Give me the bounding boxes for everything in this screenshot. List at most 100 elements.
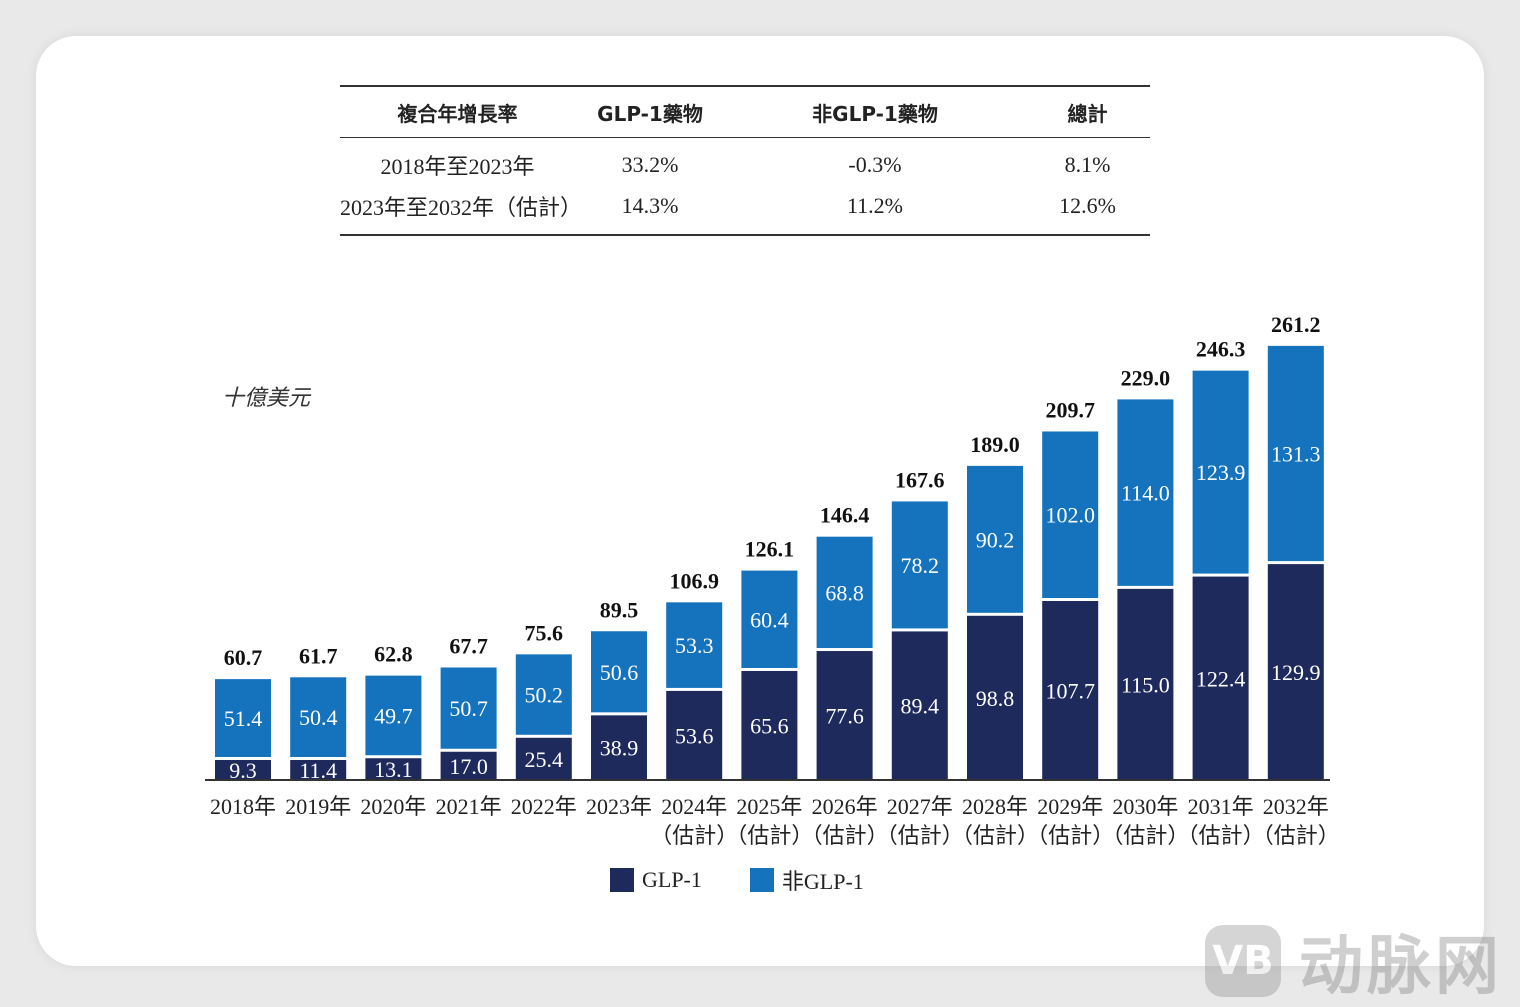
- table-cell: 2023年至2032年（估計）: [340, 194, 583, 220]
- data-label-non-glp1: 50.6: [600, 660, 639, 685]
- bar-segment-glp1: [1267, 564, 1324, 780]
- bar-segment-glp1: [967, 615, 1023, 780]
- x-tick-sublabel: （估計）: [725, 823, 813, 848]
- table-cell: 33.2%: [621, 151, 679, 177]
- x-tick-label: 2023年: [586, 794, 652, 819]
- x-tick-label: 2020年: [360, 794, 426, 819]
- bar-segment-glp1: [1042, 601, 1099, 780]
- bar-segment-glp1: [215, 760, 271, 780]
- watermark-text: 动脉网: [1299, 930, 1503, 1004]
- legend-swatch: [749, 868, 774, 892]
- x-tick-sublabel: （估計）: [876, 823, 964, 848]
- data-label-non-glp1: 114.0: [1121, 481, 1170, 506]
- data-label-non-glp1: 53.3: [675, 633, 714, 658]
- bar-segment-non-glp1: [591, 631, 647, 713]
- data-label-non-glp1: 90.2: [976, 527, 1015, 552]
- data-label-non-glp1: 50.4: [299, 705, 338, 730]
- bar-segment-glp1: [1192, 576, 1249, 780]
- x-tick-sublabel: （估計）: [1252, 823, 1340, 848]
- bar-segment-non-glp1: [1117, 399, 1174, 586]
- data-label-glp1: 89.4: [901, 694, 940, 719]
- x-tick-sublabel: （估計）: [1026, 823, 1114, 848]
- data-label-glp1: 107.7: [1045, 679, 1095, 704]
- bar-segment-non-glp1: [891, 501, 948, 629]
- bar-segment-non-glp1: [290, 677, 347, 757]
- data-label-glp1: 122.4: [1196, 666, 1246, 691]
- table-cell: 2018年至2023年: [380, 153, 535, 179]
- table-cell: 12.6%: [1059, 192, 1116, 218]
- total-label: 229.0: [1121, 365, 1171, 390]
- legend-item-glp1: GLP-1: [610, 864, 702, 896]
- header-cell: 複合年增長率: [397, 101, 518, 126]
- x-tick-label: 2031年: [1188, 794, 1254, 819]
- bar-segment-glp1: [741, 670, 798, 780]
- data-label-glp1: 38.9: [600, 736, 639, 761]
- data-label-glp1: 98.8: [976, 686, 1015, 711]
- x-tick-label: 2025年: [736, 794, 802, 819]
- data-label-non-glp1: 131.3: [1271, 441, 1321, 466]
- bar-segment-glp1: [591, 715, 647, 780]
- table-cell: 11.2%: [846, 192, 903, 218]
- data-label-non-glp1: 60.4: [750, 607, 789, 632]
- table-header: 複合年增長率 GLP-1藥物 非GLP-1藥物 總計: [340, 87, 1150, 138]
- bar-segment-non-glp1: [666, 602, 723, 688]
- data-label-glp1: 77.6: [825, 704, 864, 729]
- bar-segment-glp1: [365, 758, 422, 780]
- x-tick-label: 2030年: [1112, 794, 1178, 819]
- x-tick-sublabel: （估計）: [1101, 823, 1189, 848]
- x-tick-label: 2026年: [812, 794, 878, 819]
- x-tick-label: 2022年: [511, 794, 577, 819]
- x-tick-label: 2024年: [661, 794, 727, 819]
- bar-segment-non-glp1: [967, 465, 1023, 613]
- watermark: VB 动脉网: [1205, 915, 1503, 1007]
- bar-segment-glp1: [515, 737, 572, 780]
- data-label-non-glp1: 50.7: [449, 696, 488, 721]
- header-cell: GLP-1藥物: [597, 101, 703, 126]
- data-label-glp1: 65.6: [750, 713, 789, 738]
- bar-segment-non-glp1: [741, 570, 798, 668]
- total-label: 209.7: [1045, 397, 1095, 422]
- bar-segment-glp1: [290, 760, 347, 780]
- x-tick-label: 2028年: [962, 794, 1028, 819]
- bar-segment-glp1: [666, 690, 723, 780]
- data-label-non-glp1: 51.4: [224, 706, 263, 731]
- data-label-non-glp1: 123.9: [1196, 460, 1246, 485]
- legend-label: 非GLP-1: [781, 869, 864, 894]
- legend-label: GLP-1: [642, 867, 702, 892]
- x-tick-sublabel: （估計）: [951, 823, 1039, 848]
- total-label: 106.9: [669, 568, 719, 593]
- data-label-non-glp1: 102.0: [1045, 503, 1095, 528]
- table-cell: 14.3%: [621, 192, 679, 218]
- x-tick-label: 2019年: [285, 794, 351, 819]
- table-cell: -0.3%: [848, 151, 902, 177]
- x-tick-label: 2021年: [436, 794, 502, 819]
- bar-segment-non-glp1: [365, 675, 422, 756]
- legend: GLP-1 非GLP-1: [610, 864, 864, 896]
- bar-segment-non-glp1: [1267, 345, 1324, 562]
- bar-segment-glp1: [440, 751, 497, 780]
- header-cell: 非GLP-1藥物: [812, 101, 938, 126]
- x-tick-sublabel: （估計）: [801, 823, 889, 848]
- data-label-glp1: 9.3: [229, 758, 257, 783]
- bar-segment-non-glp1: [215, 679, 271, 757]
- bar-segment-non-glp1: [816, 536, 873, 649]
- data-label-non-glp1: 78.2: [901, 553, 940, 578]
- table-row: 2018年至2023年 33.2% -0.3% 8.1%: [340, 144, 1150, 185]
- legend-item-non-glp1: 非GLP-1: [749, 864, 864, 896]
- total-label: 261.2: [1271, 312, 1321, 337]
- data-label-glp1: 25.4: [525, 747, 564, 772]
- bar-segment-glp1: [816, 651, 873, 780]
- total-label: 67.7: [449, 633, 488, 658]
- x-tick-label: 2029年: [1037, 794, 1103, 819]
- header-cell: 總計: [1067, 101, 1108, 126]
- data-label-non-glp1: 68.8: [825, 580, 864, 605]
- total-label: 167.6: [895, 467, 945, 492]
- bar-segment-glp1: [1117, 588, 1174, 780]
- data-label-glp1: 115.0: [1121, 672, 1170, 697]
- total-label: 246.3: [1196, 337, 1246, 362]
- data-label-glp1: 53.6: [675, 723, 714, 748]
- total-label: 62.8: [374, 642, 413, 667]
- legend-swatch: [610, 868, 634, 892]
- x-tick-label: 2027年: [887, 794, 953, 819]
- total-label: 189.0: [970, 432, 1020, 457]
